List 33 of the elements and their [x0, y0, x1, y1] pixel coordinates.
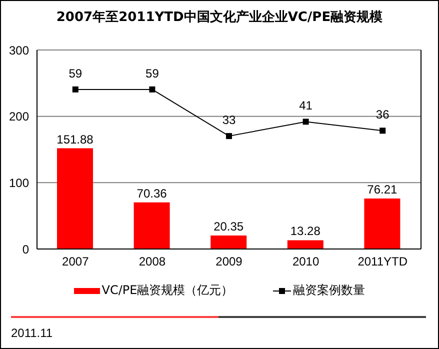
data-label: 59 — [146, 66, 160, 80]
point — [72, 86, 78, 92]
x-tick-label: 2007 — [62, 254, 90, 269]
x-tick-label: 2008 — [138, 254, 166, 269]
point — [302, 118, 309, 125]
data-label: 70.36 — [136, 186, 168, 200]
x-tick-label: 2010 — [292, 254, 320, 269]
data-label: 20.35 — [214, 220, 244, 234]
point — [149, 86, 156, 92]
legend-label: 融资案例数量 — [292, 282, 366, 299]
x-tick-label: 2009 — [216, 254, 243, 269]
y-tick-label: 0 — [22, 242, 30, 256]
bar — [57, 148, 93, 249]
y-tick-label: 300 — [8, 43, 30, 58]
bar — [364, 198, 400, 249]
y-tick-label: 200 — [8, 110, 30, 124]
x-tick-label: 2011YTD — [358, 254, 408, 269]
point — [226, 133, 232, 140]
legend-label: VC/PE融资规模（亿元） — [100, 282, 234, 299]
point — [380, 128, 386, 134]
y-tick-label: 100 — [8, 176, 30, 190]
data-label: 41 — [299, 98, 313, 113]
data-label: 13.28 — [290, 224, 321, 238]
bar — [210, 236, 247, 249]
data-label: 59 — [68, 66, 82, 80]
bar — [134, 202, 170, 249]
data-label: 151.88 — [56, 132, 94, 146]
text: 2011.11 — [11, 326, 53, 340]
data-label: 76.21 — [367, 182, 398, 196]
chart-title: 2007年至2011YTD中国文化产业企业VC/PE融资规模 — [55, 8, 384, 26]
data-label: 33 — [222, 113, 236, 128]
bar — [287, 240, 324, 249]
data-label: 36 — [376, 108, 390, 122]
